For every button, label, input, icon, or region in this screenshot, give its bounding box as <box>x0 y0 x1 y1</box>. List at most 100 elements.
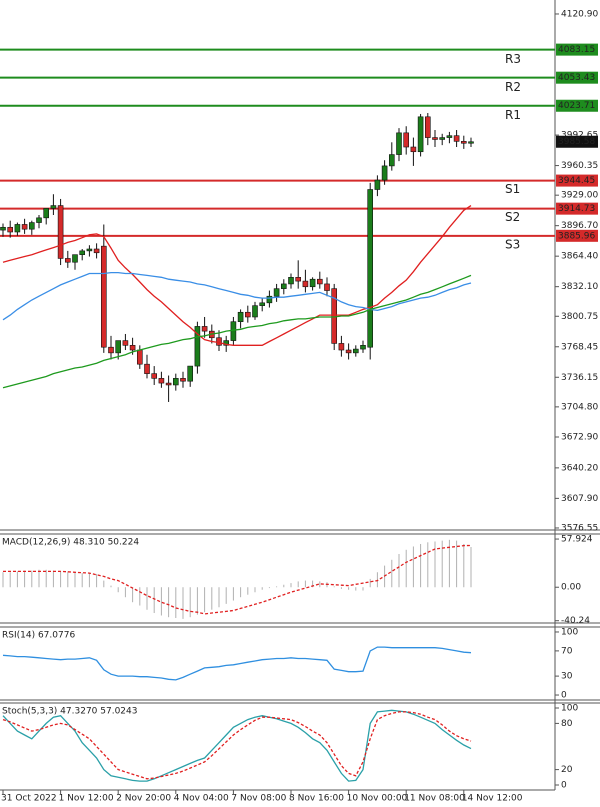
y-tick-label: 3576.55 <box>561 523 598 533</box>
candle-body <box>446 135 453 138</box>
candle-body <box>79 250 85 255</box>
candle-body <box>439 137 446 140</box>
candle-body <box>403 132 410 148</box>
candle-body <box>108 346 114 354</box>
candle-body <box>180 378 186 382</box>
level-price: 3944.45 <box>558 176 595 186</box>
y-tick-label: 3929.00 <box>561 191 598 201</box>
last-price: 3985.58 <box>558 137 595 147</box>
candle-body <box>72 254 78 263</box>
indicator-line <box>2 274 472 389</box>
candle-body <box>374 179 381 190</box>
candle-body <box>115 340 121 354</box>
panel-title: RSI(14) 67.0776 <box>2 631 75 641</box>
candle-body <box>324 283 330 291</box>
candle-body <box>259 302 266 306</box>
candle-body <box>0 226 6 231</box>
candle-body <box>14 224 21 233</box>
level-price: 4083.15 <box>558 45 595 55</box>
y-tick-label: 0.00 <box>561 583 581 593</box>
candle-body <box>367 189 374 348</box>
candle-body <box>144 363 150 374</box>
candle-body <box>36 217 42 223</box>
candle-body <box>352 348 359 354</box>
x-tick-label: 14 Nov 12:00 <box>462 794 523 804</box>
candle-body <box>252 305 258 318</box>
y-tick-label: 3992.65 <box>561 131 598 141</box>
x-tick-label: 7 Nov 08:00 <box>231 794 286 804</box>
y-tick-label: 3896.70 <box>561 221 598 231</box>
candle-body <box>266 295 273 304</box>
y-tick-label: 0 <box>561 780 567 790</box>
y-tick-label: 3800.75 <box>561 312 598 322</box>
candle-body <box>453 135 460 142</box>
y-tick-label: 3672.90 <box>561 432 598 442</box>
x-tick-label: 8 Nov 16:00 <box>289 794 344 804</box>
candle-body <box>360 345 366 350</box>
candle-body <box>410 146 417 153</box>
candle-body <box>137 349 143 365</box>
level-price: 3914.73 <box>558 204 595 214</box>
candle-body <box>43 208 50 219</box>
candle-body <box>65 258 71 263</box>
y-tick-label: 80 <box>561 719 573 729</box>
level-price: 3885.96 <box>558 231 595 241</box>
candle-body <box>316 278 323 285</box>
indicator-line <box>2 205 472 346</box>
x-tick-label: 31 Oct 2022 <box>1 794 57 804</box>
candle-body <box>93 248 100 254</box>
pivot-label: R2 <box>505 80 521 94</box>
level-price-box <box>556 174 598 187</box>
pivot-label: S2 <box>505 210 520 224</box>
indicator-line <box>2 646 472 681</box>
level-price-box <box>556 229 598 242</box>
candle-body <box>216 337 222 346</box>
y-tick-label: 100 <box>561 704 578 714</box>
panel-title: Stoch(5,3,3) 47.3270 57.0243 <box>2 707 137 717</box>
y-tick-label: 0 <box>561 691 567 701</box>
last-price-box <box>556 135 598 148</box>
y-tick-label: 3704.80 <box>561 402 598 412</box>
pivot-label: R3 <box>505 52 521 66</box>
candle-body <box>201 326 208 332</box>
indicator-line <box>2 271 472 321</box>
level-price: 4053.43 <box>558 73 595 83</box>
candle-body <box>86 248 93 252</box>
candle-body <box>129 345 136 351</box>
pivot-label: R1 <box>505 108 521 122</box>
y-tick-label: 3640.20 <box>561 463 598 473</box>
candle-body <box>460 141 467 144</box>
candle-body <box>158 378 165 384</box>
indicator-line <box>2 711 472 780</box>
y-tick-label: 3960.35 <box>561 161 598 171</box>
x-tick-label: 1 Nov 12:00 <box>59 794 114 804</box>
candle-body <box>432 137 438 140</box>
candle-body <box>280 283 287 289</box>
x-tick-label: 2 Nov 20:00 <box>116 794 171 804</box>
candle-body <box>273 288 280 297</box>
level-price-box <box>556 71 598 84</box>
y-tick-label: 3736.15 <box>561 373 598 383</box>
panel-title: MACD(12,26,9) 48.310 50.224 <box>2 538 139 548</box>
candle-body <box>223 340 229 346</box>
candle-body <box>101 245 107 348</box>
candle-body <box>388 154 395 167</box>
level-price-box <box>556 99 598 112</box>
x-tick-label: 11 Nov 08:00 <box>404 794 465 804</box>
y-tick-label: 3864.40 <box>561 252 598 262</box>
candle-body <box>345 349 352 354</box>
level-price-box <box>556 43 598 56</box>
pivot-label: S3 <box>505 237 520 251</box>
candle-body <box>57 205 64 259</box>
candle-body <box>381 165 388 181</box>
pivot-label: S1 <box>505 182 520 196</box>
candle-body <box>165 382 172 386</box>
candle-body <box>288 277 294 285</box>
candle-body <box>187 365 193 382</box>
indicator-line <box>3 544 472 615</box>
y-tick-label: 3768.45 <box>561 342 598 352</box>
level-price: 4023.71 <box>558 101 595 111</box>
candle-body <box>237 311 244 323</box>
